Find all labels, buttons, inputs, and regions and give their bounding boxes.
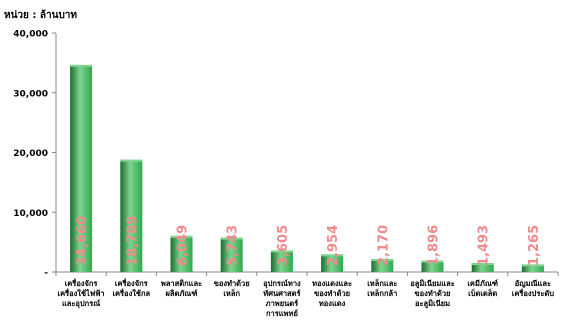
y-tick-label: 30,000	[13, 89, 48, 99]
bar-top	[371, 259, 394, 262]
bar	[521, 264, 544, 272]
bar	[170, 235, 193, 272]
bar-top	[120, 159, 143, 162]
data-label: 5,743	[226, 225, 241, 266]
data-label: 1,493	[477, 225, 492, 266]
bar	[421, 260, 444, 272]
bar	[70, 64, 93, 273]
data-label: 34,660	[75, 216, 90, 266]
bar	[371, 259, 394, 272]
bar-top	[521, 264, 544, 267]
bar-top	[321, 254, 344, 257]
bar-top	[170, 235, 193, 238]
bar-top	[270, 250, 293, 253]
bar	[120, 159, 143, 272]
x-tick-label: อุปกรณ์ทางทัศนศาสตร์ภาพยนตร์การแพทย์	[263, 279, 301, 318]
bars	[70, 64, 544, 273]
y-tick-label: 40,000	[13, 30, 48, 40]
x-tick-label: พลาสติกและผลิตภัณฑ์	[161, 279, 202, 298]
x-tick-labels: เครื่องจักรเครื่องใช้ไฟฟ้าและอุปกรณ์ เครื…	[58, 277, 555, 318]
unit-label: หน่วย : ล้านบาท	[4, 10, 77, 21]
data-label: 2,954	[326, 225, 341, 266]
x-tick-label: อัญมณีและเครื่องประดับ	[512, 279, 554, 298]
bar	[220, 237, 243, 272]
x-tick-label: เคมีภัณฑ์เบ็ดเตล็ด	[467, 279, 498, 298]
x-tick-label: เครื่องจักรเครื่องใช้กล	[112, 277, 150, 298]
y-tick-label: 10,000	[13, 209, 48, 219]
bar-top	[220, 237, 243, 240]
bar	[471, 263, 494, 272]
data-label: 1,265	[527, 225, 542, 266]
bar-top	[70, 64, 93, 67]
x-tick-label: ของทำด้วยเหล็ก	[214, 279, 250, 298]
value-labels: 34,660 18,789 6,049 5,743 3,605 2,954 2,170 1,8…	[75, 216, 542, 266]
y-tick-label: -	[44, 269, 48, 279]
x-tick-label: อลูมิเนียมและของทำด้วยอะลูมิเนียม	[410, 279, 455, 309]
data-label: 18,789	[125, 216, 140, 266]
bar	[321, 254, 344, 272]
data-label: 3,605	[276, 225, 291, 266]
bar-top	[421, 260, 444, 263]
data-label: 2,170	[376, 225, 391, 266]
x-tick-label: เครื่องจักรเครื่องใช้ไฟฟ้าและอุปกรณ์	[58, 277, 105, 308]
bar-top	[471, 263, 494, 266]
y-tick-label: 20,000	[13, 149, 48, 159]
data-label: 6,049	[176, 225, 191, 266]
x-tick-label: เหล็กและเหล็กกล้า	[367, 278, 397, 298]
data-label: 1,896	[427, 225, 442, 266]
x-tick-label: ทองแดงและของทำด้วยทองแดง	[312, 279, 352, 308]
bar	[270, 250, 293, 272]
